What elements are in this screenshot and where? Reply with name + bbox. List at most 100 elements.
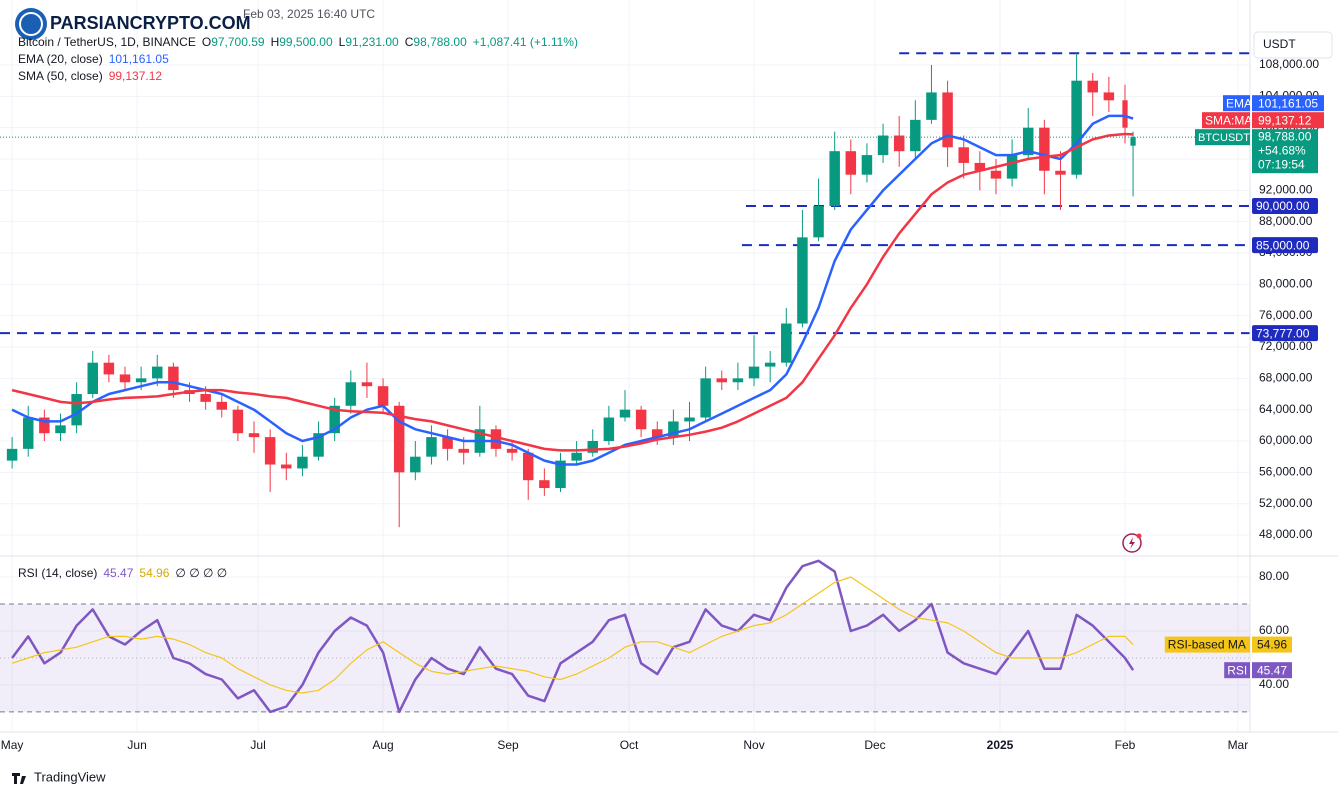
indicator-tag-value: 101,161.05 bbox=[1258, 96, 1318, 110]
candle-body bbox=[926, 92, 937, 120]
y-tick-label: 56,000.00 bbox=[1259, 465, 1313, 479]
rsi-tag-value: 54.96 bbox=[1257, 638, 1287, 652]
candle-body bbox=[522, 452, 534, 481]
y-tick-label: 68,000.00 bbox=[1259, 371, 1313, 385]
watermark-logo-ring bbox=[19, 12, 43, 36]
rsi-tick-label: 80.00 bbox=[1259, 569, 1289, 583]
ohlc-value: 91,231.00 bbox=[345, 35, 399, 49]
levels bbox=[0, 52, 1250, 335]
x-tick-label: Jul bbox=[250, 738, 265, 752]
candle-body bbox=[893, 135, 905, 152]
candle-body bbox=[1130, 137, 1136, 146]
candle-body bbox=[410, 456, 421, 473]
candle-body bbox=[910, 119, 921, 152]
y-tick-label: 72,000.00 bbox=[1259, 339, 1313, 353]
timestamp: Feb 03, 2025 16:40 UTC bbox=[243, 7, 375, 21]
candle-body bbox=[813, 206, 824, 238]
currency-label: USDT bbox=[1263, 37, 1296, 51]
candle-body bbox=[1022, 127, 1034, 156]
candle-body bbox=[248, 433, 260, 438]
ohlc-value: 97,700.59 bbox=[211, 35, 265, 49]
sma-legend-name: SMA (50, close) bbox=[18, 69, 103, 83]
last-price-value: 98,788.00 bbox=[1258, 129, 1312, 143]
last-price-change: +54.68% bbox=[1258, 143, 1306, 157]
candle-body bbox=[587, 441, 598, 453]
level-tag-label: 85,000.00 bbox=[1256, 238, 1310, 252]
sma-legend-value: 99,137.12 bbox=[108, 69, 163, 83]
candle-body bbox=[55, 425, 66, 434]
ohlc-key: O bbox=[201, 35, 212, 49]
last-price-name: BTCUSDT bbox=[1198, 132, 1250, 144]
candle-body bbox=[716, 378, 728, 383]
y-tick-label: 92,000.00 bbox=[1259, 183, 1313, 197]
candle-body bbox=[361, 382, 373, 387]
change: +1,087.41 (+1.11%) bbox=[472, 35, 578, 49]
candle-body bbox=[764, 362, 776, 367]
ohlc-key: H bbox=[270, 35, 280, 49]
grid bbox=[0, 0, 1250, 732]
candle-body bbox=[39, 417, 50, 434]
x-tick-label: Jun bbox=[127, 738, 146, 752]
candle-body bbox=[797, 237, 808, 324]
candle-body bbox=[87, 362, 98, 395]
ohlc-item: C98,788.00 bbox=[405, 35, 467, 49]
lines bbox=[0, 114, 1250, 714]
candle-body bbox=[668, 421, 679, 438]
candle-body bbox=[555, 460, 566, 489]
candle-body bbox=[603, 417, 615, 442]
ema-legend: EMA (20, close) 101,161.05 bbox=[18, 52, 169, 66]
candle-body bbox=[974, 162, 986, 171]
candle-body bbox=[377, 386, 389, 406]
candle-body bbox=[700, 378, 711, 418]
candle-body bbox=[458, 448, 469, 453]
rsi-legend-name: RSI (14, close) bbox=[18, 566, 98, 580]
level-tag bbox=[1252, 198, 1318, 215]
candle-body bbox=[861, 155, 873, 175]
candle-body bbox=[1039, 127, 1050, 171]
events-bolt bbox=[1129, 537, 1135, 549]
y-tick-label: 108,000.00 bbox=[1259, 57, 1319, 71]
rsi-legend-extra: ∅ ∅ ∅ ∅ bbox=[175, 566, 228, 580]
last-price-box bbox=[1252, 129, 1318, 174]
x-tick-label: Sep bbox=[497, 738, 519, 752]
y-tick-label: 60,000.00 bbox=[1259, 433, 1313, 447]
level-tag-label: 73,777.00 bbox=[1256, 326, 1310, 340]
indicator-tag-name: SMA:MA bbox=[1205, 113, 1252, 127]
indicator-line bbox=[11, 114, 1134, 466]
candle-body bbox=[281, 464, 292, 469]
candle-body bbox=[539, 480, 550, 489]
candle-body bbox=[942, 92, 953, 148]
x-tick-label: Feb bbox=[1115, 738, 1136, 752]
candle-body bbox=[1103, 92, 1115, 101]
candle-body bbox=[845, 151, 857, 175]
footer: TradingView bbox=[34, 769, 106, 784]
ohlc-key: C bbox=[404, 35, 414, 49]
candle-body bbox=[490, 429, 502, 449]
x-tick-label: Oct bbox=[620, 738, 639, 752]
rsi-line bbox=[11, 576, 1134, 694]
currency-box[interactable] bbox=[1253, 31, 1333, 59]
rsi-tick-label: 60.00 bbox=[1259, 623, 1289, 637]
rsi-tag-box bbox=[1252, 636, 1292, 653]
rsi-tag-box bbox=[1252, 662, 1292, 679]
candle-body bbox=[619, 409, 631, 418]
candle-body bbox=[1055, 170, 1066, 175]
rsi-tag-value: 45.47 bbox=[1257, 663, 1287, 677]
indicator-tag-name: EMA bbox=[1226, 96, 1252, 110]
candle-body bbox=[1087, 80, 1098, 93]
rsi-line bbox=[11, 559, 1135, 714]
rsi-legend-value: 45.47 bbox=[103, 566, 134, 580]
candle-body bbox=[426, 437, 437, 457]
candle-body bbox=[781, 323, 792, 363]
candle-body bbox=[297, 456, 308, 469]
events-dot bbox=[1136, 533, 1142, 539]
tv-logo bbox=[12, 773, 26, 784]
last-price-countdown: 07:19:54 bbox=[1258, 157, 1305, 171]
candle-body bbox=[877, 135, 889, 156]
x-tick-label: Nov bbox=[743, 738, 764, 752]
rsi-tick-label: 40.00 bbox=[1259, 677, 1289, 691]
sma-legend: SMA (50, close) 99,137.12 bbox=[18, 69, 162, 83]
candle-body bbox=[152, 366, 163, 379]
rsi-tag-name-box bbox=[1224, 662, 1250, 679]
